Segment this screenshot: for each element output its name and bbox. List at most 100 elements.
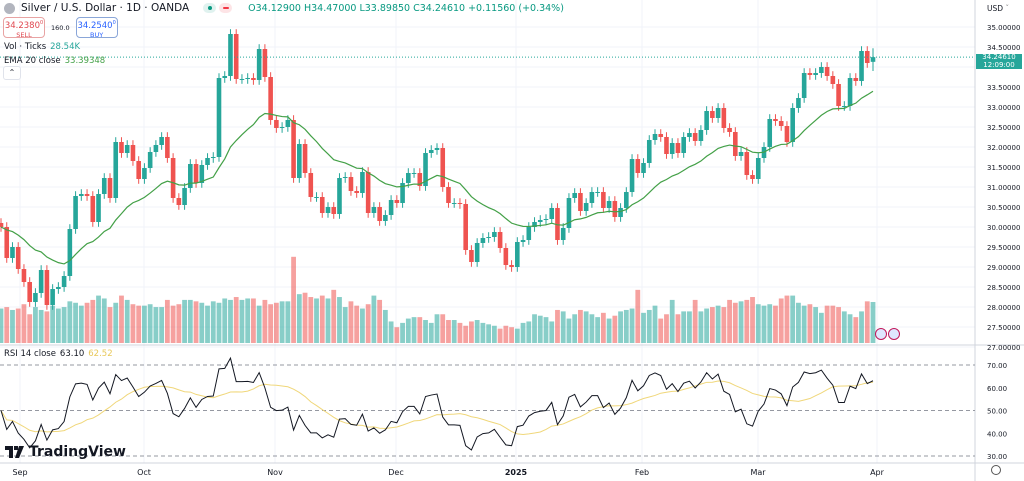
buy-label: BUY: [90, 30, 104, 39]
candle-body: [469, 250, 474, 262]
volume-bar: [216, 302, 222, 343]
candle-body: [664, 137, 669, 154]
candle-body: [526, 227, 532, 240]
sell-button[interactable]: 34.23800 SELL: [3, 17, 45, 39]
price-axis-label: 27.00000: [987, 344, 1020, 352]
candle-body: [73, 196, 78, 229]
volume-bar: [337, 297, 342, 343]
volume-bar: [509, 327, 514, 343]
candle-body: [308, 173, 314, 197]
volume-bar: [331, 289, 337, 343]
symbol-title[interactable]: Silver / U.S. Dollar · 1D · OANDA: [21, 2, 190, 14]
currency-label: USD: [987, 4, 1004, 13]
volume-bar: [790, 295, 796, 343]
candle-body: [279, 127, 285, 128]
candle-body: [406, 173, 411, 183]
candle-body: [428, 150, 434, 153]
volume-bar: [78, 305, 84, 343]
candle-body: [710, 111, 715, 118]
candle-body: [543, 219, 549, 220]
volume-bar: [434, 314, 440, 343]
candle-body: [67, 229, 73, 276]
candle-body: [423, 153, 428, 186]
volume-bar: [463, 325, 469, 343]
event-flag-icon[interactable]: [875, 328, 887, 340]
volume-bar: [612, 315, 618, 343]
volume-bar: [761, 305, 767, 343]
volume-bar: [474, 320, 480, 343]
volume-bar: [687, 311, 692, 343]
price-axis-label: 27.50000: [987, 324, 1020, 332]
candle-body: [446, 187, 451, 203]
candle-body: [411, 173, 417, 174]
volume-bar: [606, 318, 612, 343]
candle-body: [147, 152, 153, 168]
silver-symbol-icon: [4, 2, 15, 14]
candle-body: [297, 144, 302, 178]
volume-bar: [555, 309, 560, 343]
volume-bar: [514, 328, 520, 343]
trade-panel: 34.23800 SELL 160.0 34.25400 BUY: [3, 17, 118, 39]
volume-bar: [784, 295, 790, 343]
volume-bar: [870, 302, 876, 343]
candle-body: [400, 183, 405, 203]
market-status[interactable]: [203, 3, 233, 13]
candle-body: [641, 163, 646, 173]
candle-body: [205, 158, 210, 165]
volume-bar: [285, 301, 291, 343]
volume-bar: [520, 322, 526, 343]
volume-bar: [532, 314, 537, 343]
volume-bar: [623, 309, 629, 343]
candle-body: [681, 137, 686, 153]
candle-body: [354, 191, 359, 193]
candle-body: [784, 126, 790, 142]
rsi-legend-value: 63.10: [59, 349, 85, 359]
volume-bar: [560, 311, 566, 343]
tradingview-logo[interactable]: TradingView: [5, 444, 126, 460]
candle-body: [337, 178, 342, 214]
currency-selector[interactable]: USD ˇ: [987, 4, 1009, 13]
market-open-icon: [203, 3, 217, 13]
price-axis-label: 32.00000: [987, 144, 1020, 152]
volume-bar: [0, 308, 4, 343]
time-axis-label: Apr: [870, 468, 885, 477]
price-axis-label: 32.50000: [987, 124, 1020, 132]
volume-bar: [864, 301, 870, 343]
candle-body: [778, 121, 784, 126]
time-axis-label: Mar: [750, 468, 766, 477]
volume-bar: [147, 304, 153, 343]
candle-body: [434, 148, 440, 150]
settings-gear-icon[interactable]: [991, 465, 1001, 475]
volume-bar: [382, 309, 388, 343]
volume-bar: [38, 309, 44, 343]
time-axis-label: Feb: [635, 468, 649, 477]
event-flag-icon[interactable]: [888, 328, 900, 340]
candle-body: [256, 49, 262, 80]
candle-body: [10, 247, 15, 258]
volume-bar: [354, 305, 360, 343]
volume-bar: [296, 294, 302, 343]
volume-bar: [503, 325, 509, 343]
volume-bar: [314, 298, 319, 343]
volume-bar: [709, 307, 715, 343]
volume-bar: [262, 299, 268, 343]
rsi-legend[interactable]: RSI 14 close 63.10 62.52: [4, 349, 113, 359]
candle-body: [228, 34, 233, 76]
volume-bar: [251, 298, 256, 343]
volume-bar: [589, 314, 595, 343]
volume-bar: [411, 317, 417, 343]
candle-body: [744, 152, 750, 175]
buy-button[interactable]: 34.25400 BUY: [75, 17, 118, 39]
collapse-legend-button[interactable]: ⌃: [3, 66, 21, 80]
volume-bar: [675, 314, 681, 343]
price-axis-label: 29.50000: [987, 244, 1020, 252]
volume-legend[interactable]: Vol · Ticks 28.54K: [4, 42, 80, 52]
volume-bar: [658, 318, 664, 343]
candle-body: [124, 145, 130, 153]
volume-bar: [841, 311, 847, 343]
volume-bar: [61, 307, 67, 343]
time-axis-label: 2025: [505, 468, 528, 477]
ema-legend[interactable]: EMA 20 close 33.39348: [4, 56, 105, 66]
buy-price-sup: 0: [112, 20, 116, 26]
